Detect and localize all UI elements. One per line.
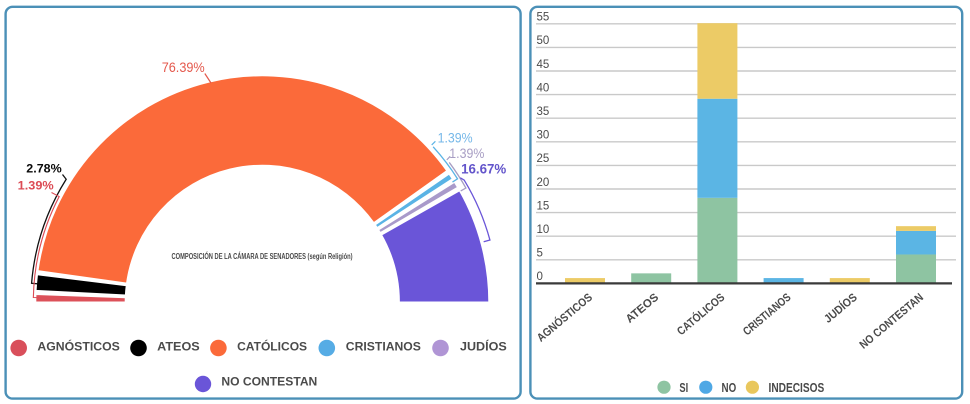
svg-text:16.67%: 16.67% (461, 161, 506, 176)
svg-text:30: 30 (537, 130, 550, 142)
svg-text:1.39%: 1.39% (18, 180, 54, 192)
svg-text:CATÓLICOS: CATÓLICOS (237, 339, 307, 354)
svg-text:0: 0 (537, 271, 543, 283)
svg-text:1.39%: 1.39% (438, 130, 473, 145)
svg-text:20: 20 (537, 177, 550, 189)
svg-text:55: 55 (537, 12, 550, 24)
svg-text:INDECISOS: INDECISOS (769, 380, 825, 395)
svg-text:1.39%: 1.39% (449, 146, 484, 161)
svg-text:25: 25 (537, 153, 550, 165)
svg-text:35: 35 (537, 106, 550, 118)
svg-text:10: 10 (537, 224, 550, 236)
svg-text:5: 5 (537, 248, 543, 260)
svg-text:AGNÓSTICOS: AGNÓSTICOS (37, 339, 119, 354)
svg-text:JUDÍOS: JUDÍOS (460, 339, 507, 354)
svg-text:SI: SI (679, 380, 688, 395)
svg-text:NO: NO (722, 380, 737, 395)
svg-text:2.78%: 2.78% (26, 164, 61, 176)
svg-text:50: 50 (537, 35, 550, 47)
svg-text:NO CONTESTAN: NO CONTESTAN (221, 375, 317, 389)
svg-text:COMPOSICIÓN DE LA CÁMARA DE SE: COMPOSICIÓN DE LA CÁMARA DE SENADORES (s… (172, 252, 353, 261)
svg-text:CRISTIANOS: CRISTIANOS (346, 340, 421, 354)
svg-text:45: 45 (537, 59, 550, 71)
svg-text:40: 40 (537, 82, 550, 94)
svg-text:76.39%: 76.39% (162, 59, 205, 75)
svg-text:ATEOS: ATEOS (157, 340, 200, 354)
svg-text:15: 15 (537, 200, 550, 212)
